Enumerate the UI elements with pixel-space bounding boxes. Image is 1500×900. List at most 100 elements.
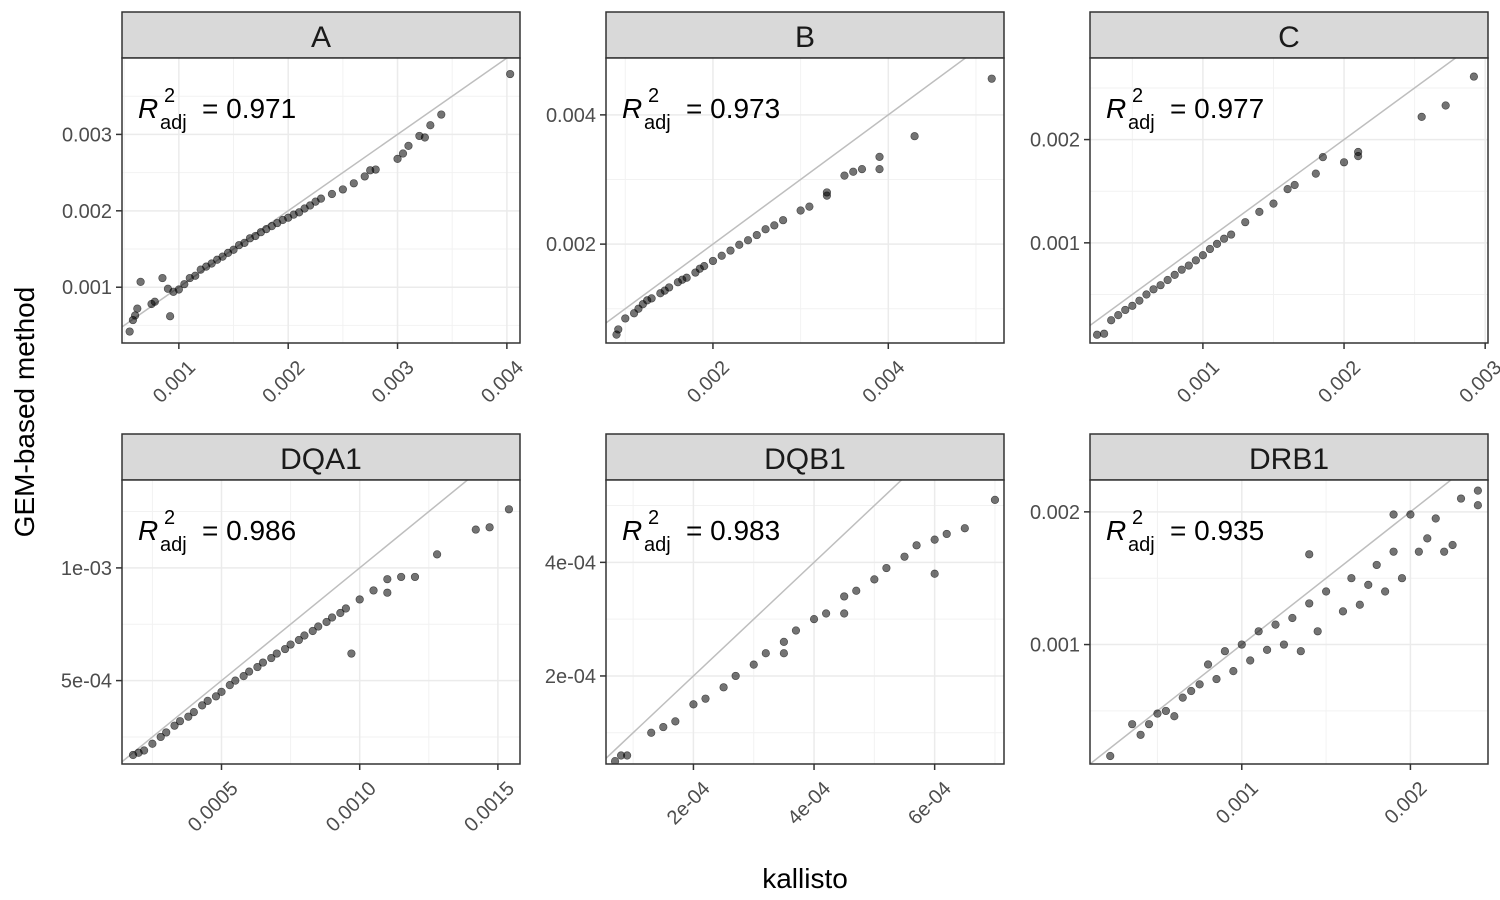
x-tick-label: 0.001 (1212, 778, 1263, 829)
data-point (1136, 730, 1145, 739)
data-point (1354, 151, 1363, 161)
y-tick-label: 2e-04 (545, 666, 596, 688)
data-point (700, 261, 709, 271)
r2-symbol: R (1106, 93, 1126, 124)
data-point (1227, 230, 1236, 239)
data-point (432, 550, 442, 559)
facet-strip-label: C (1278, 21, 1300, 54)
data-point (1153, 709, 1162, 718)
data-point (1195, 680, 1204, 689)
data-point (162, 728, 171, 737)
y-tick-label: 0.002 (1030, 130, 1080, 152)
data-point (1296, 647, 1305, 656)
data-point (349, 179, 358, 188)
x-tick-label: 0.002 (1381, 778, 1432, 829)
data-point (1283, 185, 1292, 194)
plot-area (1090, 58, 1488, 343)
data-point (404, 141, 413, 150)
r2-symbol: R (1106, 515, 1126, 546)
x-tick-label: 0.0005 (184, 778, 243, 837)
data-point (942, 529, 951, 539)
data-point (211, 692, 221, 701)
data-point (1305, 550, 1314, 559)
x-tick-label: 0.004 (477, 357, 528, 408)
data-point (930, 569, 939, 578)
data-point (225, 681, 234, 690)
panel-frame (121, 57, 521, 344)
r2-value: = 0.986 (202, 515, 296, 546)
data-point (840, 171, 849, 180)
data-point (1246, 656, 1255, 665)
plot-area (606, 58, 1004, 343)
data-point (1322, 587, 1331, 596)
data-point (150, 297, 159, 306)
data-point (1149, 285, 1158, 294)
data-point (1440, 547, 1449, 556)
data-point (849, 167, 858, 176)
data-point (229, 245, 238, 254)
r2-symbol: R (138, 515, 158, 546)
data-point (240, 238, 249, 248)
data-point (437, 110, 446, 119)
data-point (1254, 627, 1263, 636)
data-point (779, 649, 788, 658)
data-point (1191, 256, 1200, 265)
facet-strip (1089, 433, 1489, 481)
data-point (140, 746, 149, 755)
data-point (1269, 199, 1278, 208)
r2-value: = 0.983 (686, 515, 780, 546)
data-point (912, 541, 921, 550)
data-point (341, 604, 350, 613)
data-point (1355, 600, 1364, 609)
data-point (1271, 620, 1280, 629)
data-point (308, 626, 317, 636)
data-point (1100, 329, 1109, 338)
data-point (327, 613, 337, 622)
facet-panel-drb1: DRB1 R 2 adj = 0.935 0.001 0.002 0.001 0.002 (1030, 433, 1489, 829)
data-point (809, 615, 819, 624)
data-point (1161, 706, 1170, 716)
panel-frame (1089, 479, 1489, 765)
data-point (752, 230, 761, 240)
data-point (360, 172, 369, 181)
data-point (1121, 305, 1130, 315)
data-point (125, 327, 134, 336)
data-point (791, 626, 801, 635)
data-point (1417, 112, 1426, 121)
data-point (258, 658, 268, 667)
facet-strip-label: B (795, 21, 815, 54)
data-point (1397, 574, 1407, 583)
r2-subscript: adj (1128, 112, 1155, 134)
facet-panel-a: A R 2 adj = 0.971 0.001 0.002 0.003 0.001 0.002 0.… (62, 11, 528, 408)
data-point (717, 251, 726, 260)
data-point (300, 631, 309, 640)
data-point (770, 221, 779, 230)
data-point (647, 728, 656, 737)
data-point (1237, 640, 1246, 649)
data-point (900, 552, 909, 561)
facet-panel-dqa1: DQA1 R 2 adj = 0.986 5e-04 1e-03 0.0005 0.0010 0.… (61, 433, 521, 837)
data-point (280, 644, 290, 654)
data-point (506, 69, 515, 79)
identity-reference-line (606, 58, 967, 324)
x-tick-label: 0.001 (1173, 357, 1224, 408)
data-point (1431, 514, 1440, 523)
data-point (805, 202, 814, 211)
data-point (314, 622, 323, 631)
data-point (1262, 645, 1272, 654)
r2-subscript: adj (160, 112, 187, 134)
data-point (198, 701, 207, 710)
data-point (822, 609, 831, 618)
facet-strip (121, 11, 521, 59)
data-point (156, 732, 165, 742)
data-point (726, 246, 735, 255)
data-point (875, 165, 884, 174)
panel-frame (605, 479, 1005, 765)
data-point (175, 717, 185, 726)
data-point (410, 572, 420, 582)
data-point (1318, 153, 1327, 162)
data-point (336, 608, 345, 618)
data-point (1313, 627, 1322, 636)
data-point (614, 325, 623, 334)
data-point (1170, 712, 1179, 721)
